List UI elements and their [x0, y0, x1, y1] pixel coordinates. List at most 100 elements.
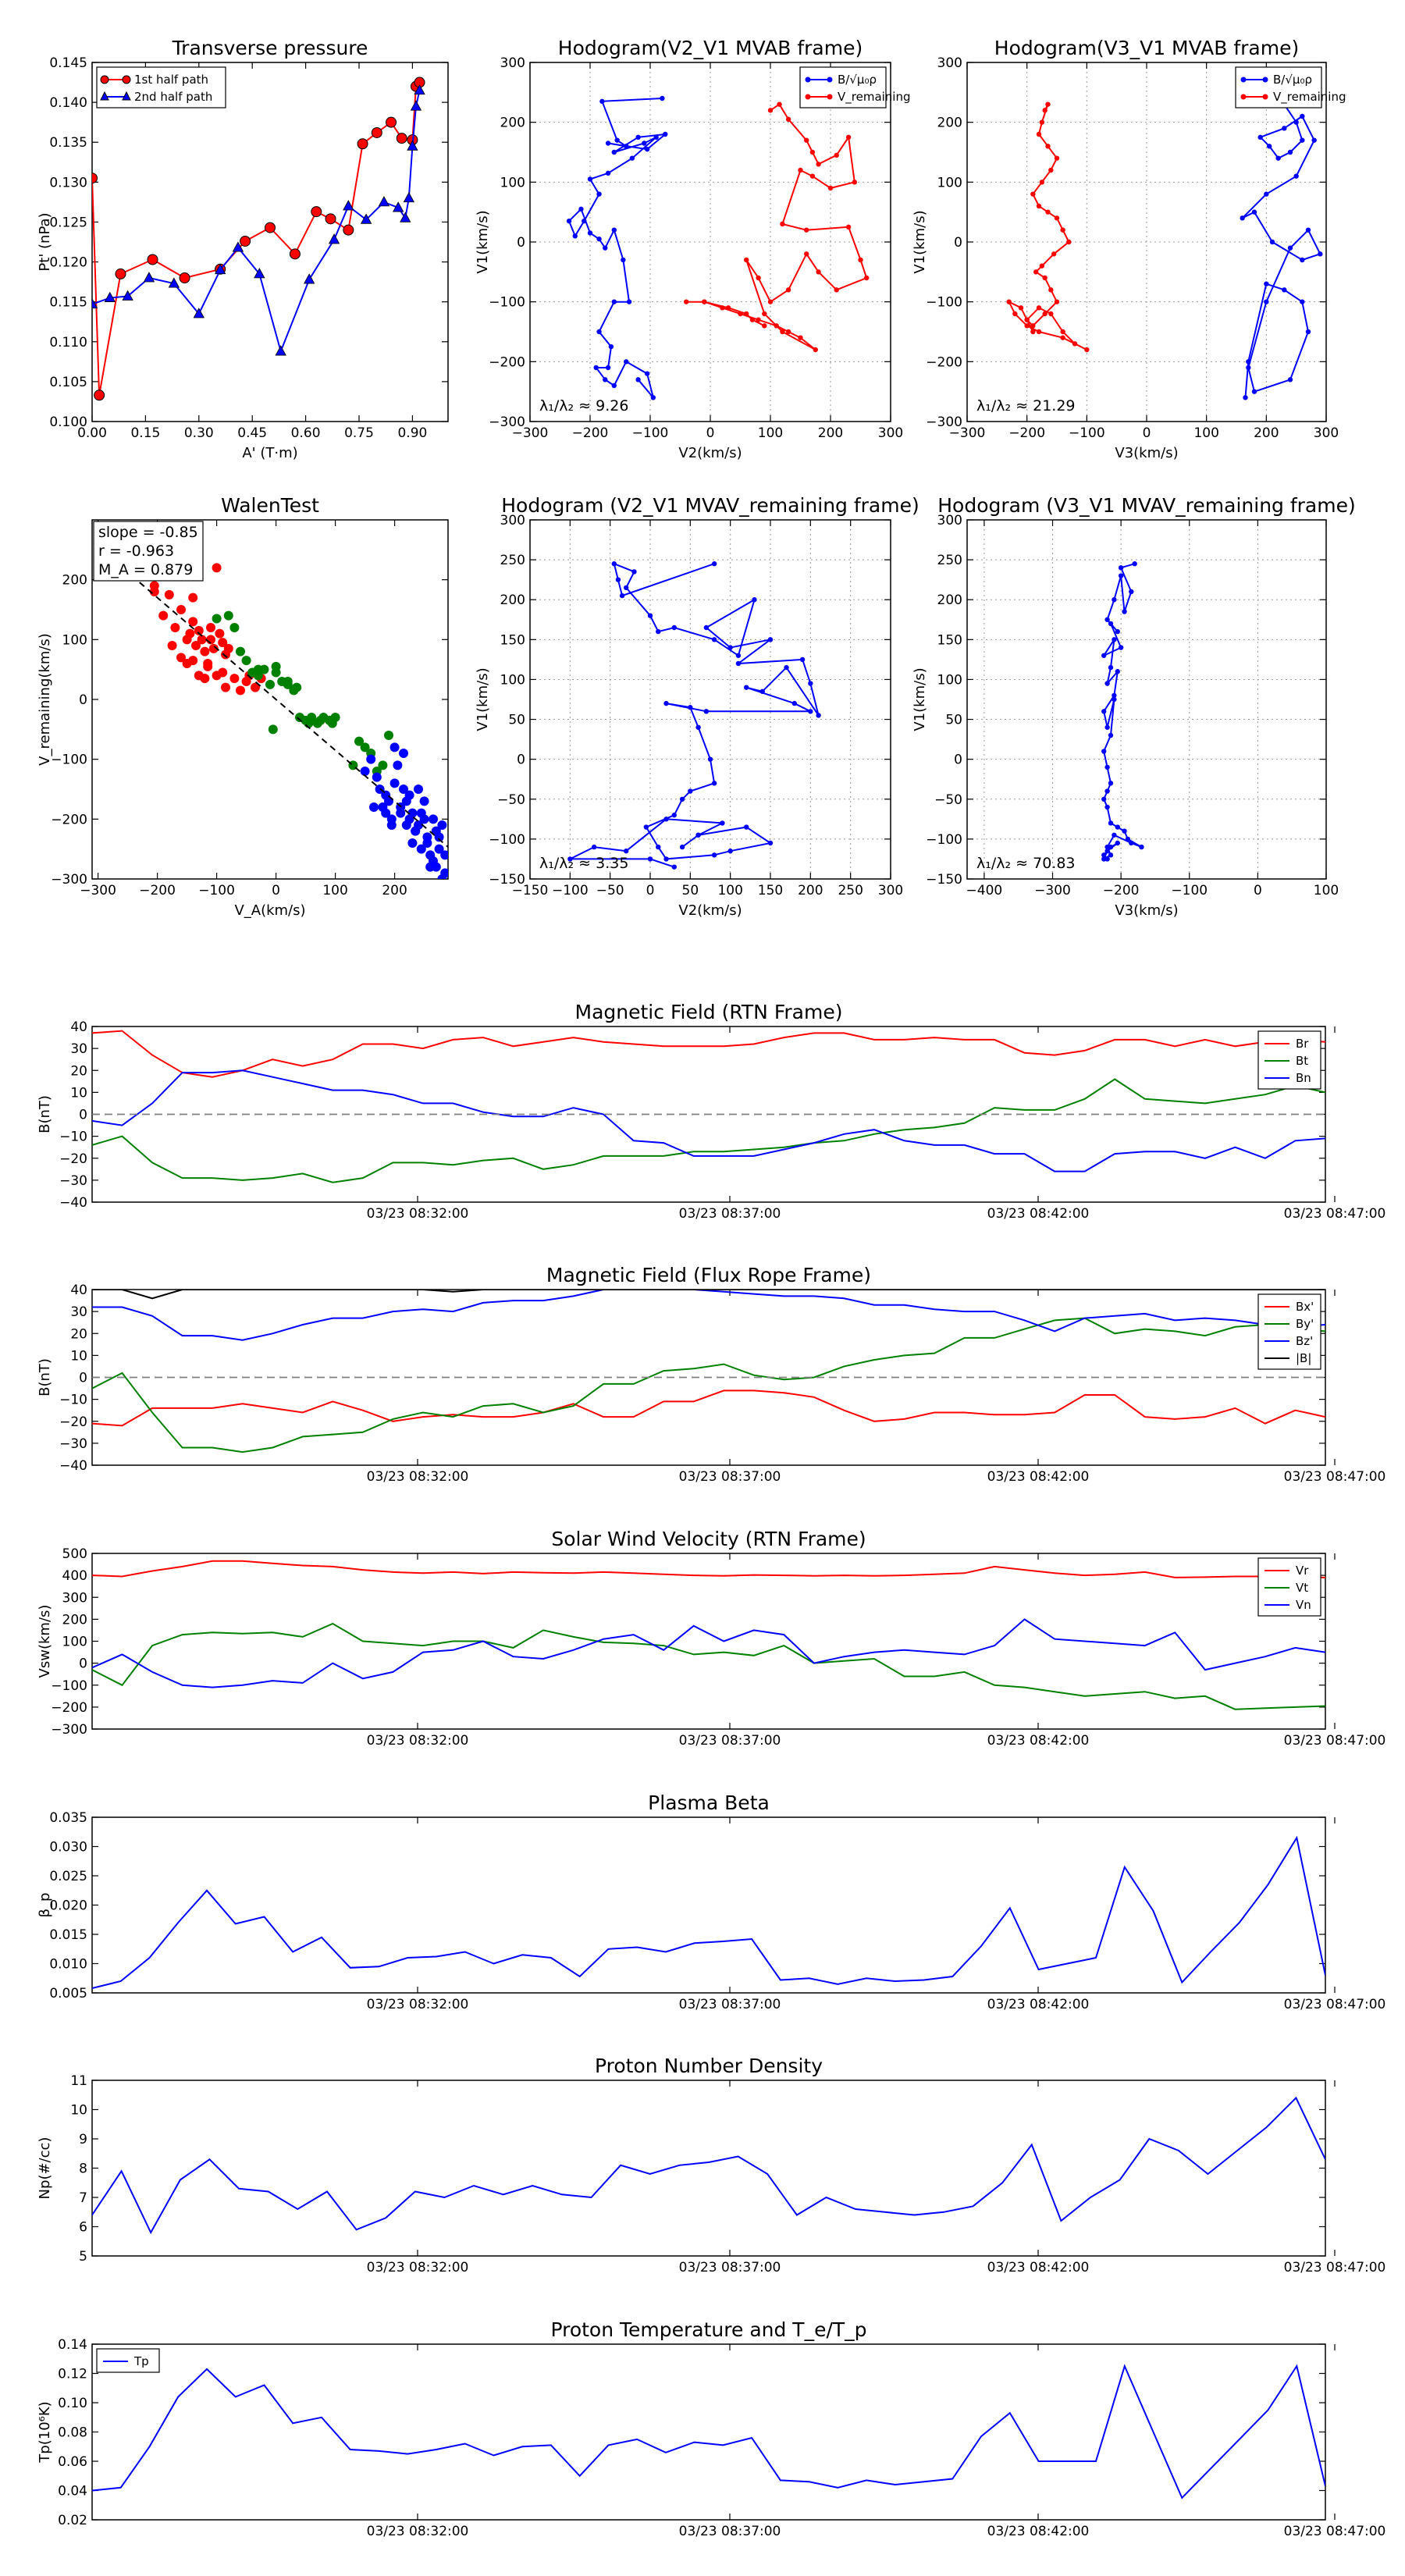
proton-number-density-ytick-label: 10 [70, 2103, 87, 2119]
solar-wind-velocity-xtick-label: 03/23 08:32:00 [367, 1733, 469, 1749]
magnetic-field-rtn-ytick-label: 40 [70, 1019, 87, 1035]
magnetic-field-rtn-ylabel: B(nT) [37, 1095, 53, 1133]
walen-test-point [167, 641, 177, 650]
hodogram-v2-v1-mvav-point [591, 844, 597, 850]
hodogram-v2-v1-mvab-point [702, 299, 707, 304]
hodogram-v3-v1-mvav-ytick-label: −150 [926, 872, 962, 888]
hodogram-v2-v1-mvav-point [703, 624, 710, 631]
hodogram-v3-v1-mvab-point [1311, 137, 1317, 143]
hodogram-v3-v1-mvab-point [1045, 101, 1051, 107]
hodogram-v3-v1-mvav-point [1104, 849, 1110, 854]
walen-test-point [197, 635, 207, 645]
hodogram-v3-v1-mvav-xtick-label: 100 [1314, 883, 1339, 898]
transverse-pressure-point [94, 390, 105, 401]
magnetic-field-flux-rope-legend-label: Bx' [1296, 1300, 1314, 1314]
hodogram-v2-v1-mvab-point [767, 299, 774, 304]
transverse-pressure-point [414, 84, 425, 95]
proton-temperature-ytick-label: 0.04 [58, 2484, 87, 2500]
hodogram-v2-v1-mvav-point [816, 713, 821, 718]
hodogram-v3-v1-mvab-point [1042, 108, 1048, 113]
transverse-pressure-point [371, 126, 382, 138]
walen-test-point [176, 653, 186, 663]
transverse-pressure-series-1sthalfpath-line [92, 81, 421, 396]
walen-test-point [229, 674, 240, 684]
transverse-pressure-point [143, 272, 155, 283]
proton-temperature-title: Proton Temperature and T_e/T_p [550, 2318, 866, 2341]
hodogram-v2-v1-mvav-point [711, 561, 717, 567]
hodogram-v3-v1-mvav-point [1101, 749, 1107, 754]
hodogram-v3-v1-mvav-point [1118, 573, 1124, 578]
magnetic-field-flux-rope-ytick-label: −40 [59, 1458, 87, 1474]
hodogram-v2-v1-mvab-point [762, 311, 767, 317]
hodogram-v2-v1-mvav-point [695, 832, 701, 838]
hodogram-v3-v1-mvab-ytick-label: 0 [954, 235, 962, 251]
transverse-pressure-xtick-label: 0.75 [344, 425, 374, 441]
walen-test-point [393, 760, 403, 770]
hodogram-v2-v1-mvab-xtick-label: −100 [632, 425, 669, 441]
hodogram-v3-v1-mvab-xtick-label: 100 [1193, 425, 1218, 441]
hodogram-v2-v1-mvab-point [611, 149, 617, 155]
hodogram-v3-v1-mvav-point [1112, 597, 1117, 603]
transverse-pressure-xtick-label: 0.60 [291, 425, 321, 441]
magnetic-field-flux-rope-ytick-label: 0 [79, 1371, 87, 1386]
transverse-pressure-ytick-label: 0.115 [49, 295, 87, 311]
solar-wind-velocity-ytick-label: −300 [51, 1722, 87, 1738]
walen-test-point [431, 826, 441, 836]
hodogram-v2-v1-mvab-ylabel: V1(km/s) [475, 210, 491, 273]
walen-test-ytick-label: −100 [51, 753, 87, 768]
hodogram-v3-v1-mvav-point [1118, 645, 1124, 650]
hodogram-v3-v1-mvav-point [1101, 852, 1107, 858]
hodogram-v2-v1-mvav-point [647, 613, 653, 618]
hodogram-v2-v1-mvav-point [567, 856, 573, 862]
hodogram-v2-v1-mvav-xtick-label: 200 [798, 883, 823, 898]
walen-test-ytick-label: 100 [62, 632, 87, 648]
hodogram-v3-v1-mvab-point [1269, 239, 1275, 245]
hodogram-v2-v1-mvav-title: Hodogram (V2_V1 MVAV_remaining frame) [501, 494, 919, 517]
hodogram-v3-v1-mvab-xtick-label: −300 [949, 425, 986, 441]
hodogram-v3-v1-mvav-ytick-label: 0 [954, 753, 962, 768]
hodogram-v3-v1-mvab-legend-label: B/√μ₀ρ [1273, 73, 1312, 87]
proton-number-density-ylabel: Np(#/cc) [37, 2137, 53, 2200]
hodogram-v3-v1-mvav-point [1112, 692, 1117, 699]
transverse-pressure-xtick-label: 0.90 [397, 425, 427, 441]
walen-test-xtick-label: −300 [80, 883, 116, 898]
hodogram-v3-v1-mvab-xtick-label: 0 [1143, 425, 1151, 441]
hodogram-v2-v1-mvab-panel: Hodogram(V2_V1 MVAB frame) −300 −200 −100 0 1… [475, 37, 911, 461]
hodogram-v2-v1-mvav-ytick-label: 200 [500, 592, 525, 608]
proton-number-density-xtick-label: 03/23 08:32:00 [367, 2260, 469, 2275]
hodogram-v3-v1-mvab-point [1060, 329, 1065, 335]
solar-wind-velocity-xtick-label: 03/23 08:47:00 [1284, 1733, 1386, 1749]
transverse-pressure-legend-marker [100, 91, 109, 101]
magnetic-field-flux-rope-ytick-label: 40 [70, 1283, 87, 1298]
hodogram-v2-v1-mvav-ytick-label: 100 [500, 672, 525, 688]
solar-wind-velocity-series-Vr-line [92, 1560, 1325, 1578]
solar-wind-velocity-series-Vt-line [92, 1622, 1325, 1710]
hodogram-v2-v1-mvab-point [605, 170, 611, 176]
hodogram-v3-v1-mvab-point [1300, 113, 1305, 119]
solar-wind-velocity-ytick-label: 200 [62, 1612, 87, 1628]
hodogram-v2-v1-mvav-point [615, 577, 621, 582]
transverse-pressure-ytick-label: 0.110 [49, 335, 87, 350]
hodogram-v3-v1-mvav-point [1115, 628, 1120, 635]
magnetic-field-flux-rope-ytick-label: 30 [70, 1304, 87, 1320]
hodogram-v2-v1-mvav-point [663, 700, 669, 706]
hodogram-v2-v1-mvab-point [785, 116, 791, 123]
walen-test-fit-line [97, 546, 448, 848]
transverse-pressure-point [378, 196, 390, 207]
solar-wind-velocity-legend-label: Vn [1296, 1598, 1311, 1612]
transverse-pressure-ytick-label: 0.105 [49, 375, 87, 390]
hodogram-v3-v1-mvab-point [1024, 317, 1030, 322]
solar-wind-velocity-legend-label: Vr [1296, 1564, 1309, 1578]
hodogram-v2-v1-mvab-xtick-label: 200 [818, 425, 843, 441]
walen-test-point [384, 731, 393, 740]
hodogram-v2-v1-mvav-point [611, 561, 617, 567]
walen-test-point [188, 592, 198, 603]
solar-wind-velocity-ytick-label: 400 [62, 1568, 87, 1584]
hodogram-v2-v1-mvav-panel: Hodogram (V2_V1 MVAV_remaining frame) −15… [475, 494, 919, 919]
magnetic-field-flux-rope-legend-label: Bz' [1296, 1334, 1313, 1348]
hodogram-v3-v1-mvav-annotation: λ₁/λ₂ ≈ 70.83 [976, 855, 1076, 872]
hodogram-v3-v1-mvav-point [1122, 828, 1127, 834]
hodogram-v2-v1-mvav-point [711, 781, 717, 786]
walen-test-point [407, 838, 418, 848]
walen-test-xtick-label: −100 [198, 883, 235, 898]
